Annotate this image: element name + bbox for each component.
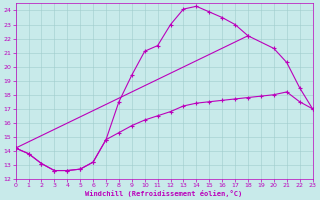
X-axis label: Windchill (Refroidissement éolien,°C): Windchill (Refroidissement éolien,°C) — [85, 190, 243, 197]
